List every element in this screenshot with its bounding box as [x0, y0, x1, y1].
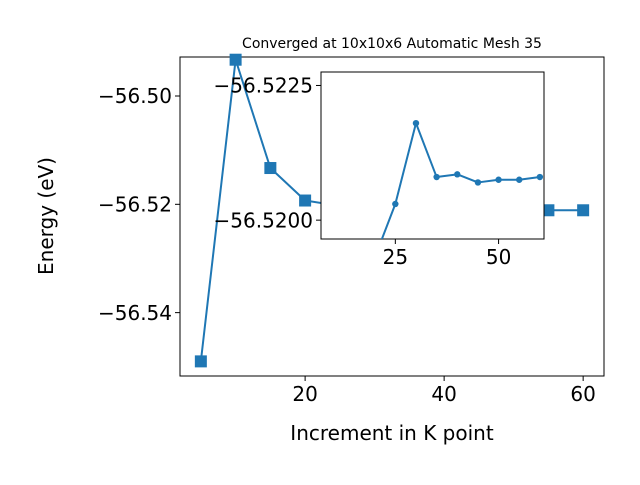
main-y-tick-label: −56.54 — [98, 301, 172, 325]
y-axis-label: Energy (eV) — [34, 157, 58, 275]
main-data-point — [264, 162, 277, 175]
main-x-tick-label: 60 — [570, 382, 595, 406]
inset-frame — [320, 71, 545, 240]
inset-data-point — [536, 173, 544, 181]
x-axis-label: Increment in K point — [290, 421, 494, 445]
inset-x-tick-label: 50 — [486, 245, 511, 269]
inset-axes: 25 50 −56.5225 −56.5200 — [214, 71, 545, 269]
inset-plot: 25 50 −56.5225 −56.5200 — [214, 71, 545, 269]
inset-y-tick-label: −56.5200 — [214, 208, 313, 232]
inset-x-tick-label: 25 — [383, 245, 408, 269]
main-y-tick-label: −56.50 — [98, 84, 172, 108]
main-data-point — [299, 194, 312, 207]
chart-title: Converged at 10x10x6 Automatic Mesh 35 — [242, 36, 542, 52]
inset-data-point — [454, 171, 461, 178]
inset-data-point — [433, 173, 440, 181]
main-y-tick-label: −56.52 — [98, 193, 172, 217]
main-data-point — [229, 53, 242, 66]
inset-data-point — [516, 176, 523, 183]
main-data-point — [194, 355, 207, 368]
inset-data-point — [474, 179, 482, 186]
inset-y-tick-label: −56.5225 — [214, 74, 313, 98]
main-frame — [179, 56, 605, 377]
inset-data-point — [495, 176, 502, 183]
main-data-point — [542, 204, 555, 217]
main-x-tick-label: 40 — [431, 382, 456, 406]
main-data-point — [577, 204, 590, 217]
inset-data-point — [371, 255, 377, 261]
main-x-tick-label: 20 — [292, 382, 317, 406]
inset-background — [321, 72, 544, 239]
inset-data-point — [412, 119, 420, 127]
inset-data-point — [392, 200, 399, 208]
